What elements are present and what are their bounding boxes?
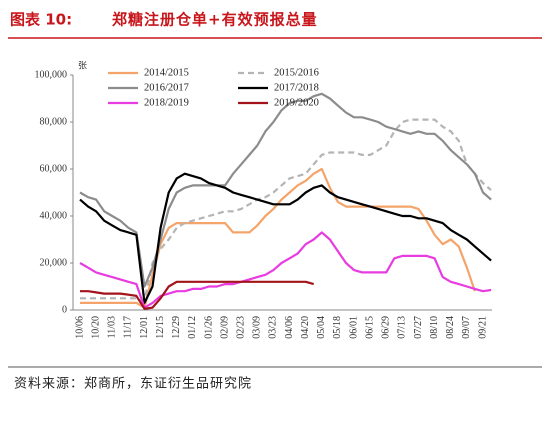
y-tick-label: 60,000 (40, 163, 68, 174)
legend-label: 2014/2015 (144, 67, 189, 78)
chart-label: 图表 10: (10, 11, 72, 29)
x-tick-label: 02/09 (219, 316, 230, 339)
series-line (80, 280, 315, 310)
x-tick-label: 03/09 (252, 316, 263, 339)
source-note: 资料来源：郑商所，东证衍生品研究院 (14, 377, 252, 392)
legend-label: 2015/2016 (274, 67, 319, 78)
x-tick-label: 01/12 (187, 316, 198, 339)
x-tick-label: 12/29 (171, 316, 182, 339)
x-tick-label: 08/24 (445, 316, 456, 339)
x-tick-label: 12/15 (155, 316, 166, 339)
x-tick-label: 06/15 (364, 316, 375, 339)
y-axis-label: 张 (78, 61, 87, 72)
x-tick-label: 09/21 (477, 316, 488, 339)
x-tick-label: 06/01 (348, 316, 359, 339)
x-tick-label: 08/10 (429, 316, 440, 339)
x-tick-label: 03/23 (268, 316, 279, 339)
chart-title: 郑糖注册仓单+有效预报总量 (112, 11, 318, 29)
x-tick-label: 04/20 (300, 316, 311, 339)
series-line (79, 231, 492, 309)
x-tick-label: 07/27 (413, 316, 424, 339)
y-tick-label: 40,000 (40, 210, 68, 221)
x-tick-label: 11/17 (123, 316, 134, 338)
x-tick-label: 05/04 (316, 316, 327, 339)
legend-label: 2016/2017 (144, 82, 189, 93)
y-tick-label: 20,000 (40, 257, 68, 268)
x-tick-label: 09/07 (461, 316, 472, 339)
x-tick-label: 02/23 (235, 316, 246, 339)
x-tick-label: 12/01 (139, 316, 150, 339)
series-line (80, 118, 492, 302)
y-tick-label: 100,000 (35, 69, 68, 80)
x-tick-label: 10/06 (74, 316, 85, 339)
x-tick-label: 07/13 (397, 316, 408, 339)
x-tick-label: 11/03 (107, 316, 118, 338)
legend-label: 2019/2020 (274, 97, 319, 108)
x-tick-label: 06/29 (381, 316, 392, 339)
y-tick-label: 0 (62, 304, 67, 315)
legend-label: 2017/2018 (274, 82, 319, 93)
x-tick-label: 10/20 (90, 316, 101, 339)
y-tick-label: 80,000 (40, 116, 68, 127)
series-line (79, 172, 492, 304)
x-tick-label: 04/06 (284, 316, 295, 339)
legend-label: 2018/2019 (144, 97, 189, 108)
x-tick-label: 05/18 (332, 316, 343, 339)
series-line (79, 92, 492, 288)
x-tick-label: 01/26 (203, 316, 214, 339)
